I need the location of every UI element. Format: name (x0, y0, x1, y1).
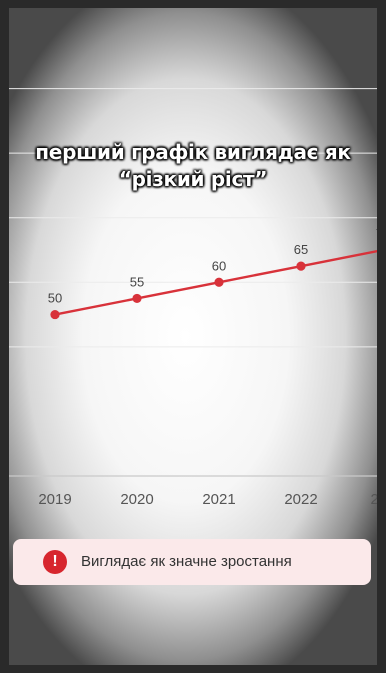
x-tick-label: 202 (370, 491, 377, 508)
caption-line-2: “різкий ріст” (9, 166, 377, 193)
warning-banner: ! Виглядає як значне зростання (13, 539, 371, 585)
data-label: 70 (376, 226, 377, 241)
x-tick-label: 2020 (120, 491, 153, 508)
data-label: 60 (212, 258, 226, 273)
video-caption: перший графік виглядає як “різкий ріст” (9, 139, 377, 193)
screenshot-frame: 50 55 60 65 70 2019 2020 2021 2022 202 перший гра… (9, 8, 377, 665)
data-point (296, 262, 305, 271)
data-label: 50 (48, 291, 62, 306)
data-point (132, 294, 141, 303)
caption-line-1: перший графік виглядає як (9, 139, 377, 166)
data-label: 55 (130, 274, 144, 289)
x-tick-label: 2021 (202, 491, 235, 508)
data-label: 65 (294, 242, 308, 257)
exclamation-icon: ! (43, 550, 67, 574)
x-tick-label: 2022 (284, 491, 317, 508)
x-tick-label: 2019 (38, 491, 71, 508)
data-point (214, 278, 223, 287)
data-point (50, 310, 59, 319)
warning-text: Виглядає як значне зростання (81, 553, 292, 570)
